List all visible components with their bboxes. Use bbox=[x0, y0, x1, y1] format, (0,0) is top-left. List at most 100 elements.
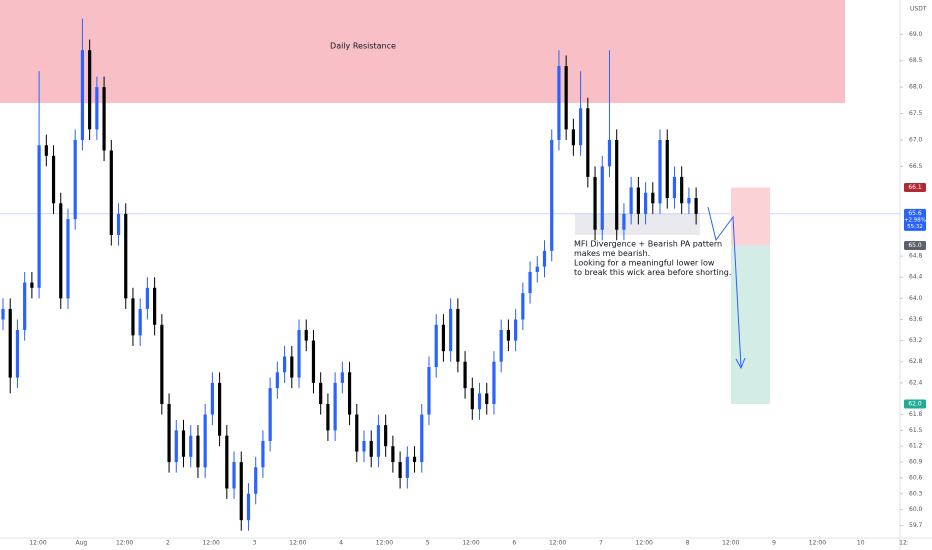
candle-body bbox=[586, 108, 590, 177]
x-tick-label: 12:00 bbox=[809, 540, 826, 547]
candle-body bbox=[514, 319, 518, 341]
x-tick-label: 12:00 bbox=[116, 540, 133, 547]
x-tick-label: 4 bbox=[339, 540, 343, 547]
candle-body bbox=[51, 155, 56, 204]
x-tick-label: 7 bbox=[599, 540, 603, 547]
candle-body bbox=[579, 108, 583, 146]
resistance-zone bbox=[0, 0, 845, 103]
price-tag bbox=[904, 182, 926, 192]
candle-body bbox=[181, 430, 186, 457]
candle-body bbox=[254, 467, 258, 494]
candle-body bbox=[1, 308, 5, 320]
candle-body bbox=[232, 462, 236, 489]
annotation: to break this wick area before shorting. bbox=[574, 268, 731, 277]
candle-body bbox=[261, 440, 265, 468]
candle-body bbox=[138, 308, 142, 336]
x-tick-label: 12:00 bbox=[636, 540, 653, 547]
candle-body bbox=[297, 330, 301, 378]
candle-body bbox=[275, 372, 279, 389]
price-tag-label: 62.0 bbox=[908, 400, 922, 407]
price-tag-label: 66.1 bbox=[908, 184, 922, 191]
candle-body bbox=[463, 361, 467, 389]
candle-body bbox=[694, 198, 698, 214]
candle-body bbox=[665, 139, 669, 199]
candle-body bbox=[405, 456, 409, 478]
candle-body bbox=[492, 361, 496, 404]
candle-body bbox=[44, 145, 48, 156]
candle-body bbox=[174, 430, 178, 463]
candle-body bbox=[225, 435, 229, 489]
candle-body bbox=[615, 139, 619, 230]
candle-body bbox=[282, 356, 287, 373]
candle-body bbox=[420, 414, 424, 463]
price-tag-label: 65.6 bbox=[908, 210, 922, 217]
candle-body bbox=[564, 66, 568, 130]
candle-body bbox=[80, 50, 85, 140]
y-tick-label: 63.6 bbox=[909, 316, 923, 323]
candle-body bbox=[311, 340, 316, 383]
zone-label: Daily Resistance bbox=[330, 42, 396, 51]
x-tick-label: 12:00 bbox=[376, 540, 393, 547]
x-tick-label: 5 bbox=[426, 540, 430, 547]
candle-body bbox=[687, 198, 691, 204]
candle-body bbox=[218, 382, 222, 436]
candle-body bbox=[535, 266, 539, 272]
candle-body bbox=[557, 66, 561, 140]
candle-body bbox=[643, 192, 648, 214]
candle-body bbox=[246, 493, 251, 521]
projection-arrow bbox=[707, 206, 746, 370]
candle-body bbox=[658, 139, 662, 204]
candle-body bbox=[680, 176, 684, 204]
y-tick-label: 61.2 bbox=[909, 443, 923, 450]
y-tick-label: 62.4 bbox=[909, 379, 923, 386]
y-tick-label: 69.0 bbox=[909, 31, 923, 38]
price-tag-label: 65.0 bbox=[908, 242, 922, 249]
candle-body bbox=[441, 324, 446, 352]
candle-body bbox=[636, 187, 640, 214]
candle-body bbox=[499, 330, 503, 362]
candle-body bbox=[376, 425, 381, 457]
y-tick-label: 67.5 bbox=[909, 110, 923, 117]
price-tag bbox=[904, 208, 926, 231]
candle-body bbox=[189, 435, 193, 457]
candle-body bbox=[167, 403, 171, 463]
candle-body bbox=[398, 462, 402, 478]
x-tick-label: 6 bbox=[512, 540, 516, 547]
candle-body bbox=[456, 308, 460, 362]
candle-body bbox=[131, 298, 135, 336]
candle-body bbox=[37, 145, 41, 288]
candle-body bbox=[30, 282, 34, 288]
x-tick-label: 12:00 bbox=[203, 540, 220, 547]
x-tick-label: 2 bbox=[166, 540, 170, 547]
x-tick-label: 10 bbox=[857, 540, 865, 547]
candle-body bbox=[369, 440, 373, 457]
x-tick-label: Aug bbox=[75, 540, 87, 547]
candle-body bbox=[550, 139, 554, 251]
price-change: +2.98% bbox=[904, 217, 926, 223]
candle-body bbox=[571, 129, 575, 146]
y-tick-label: 60.9 bbox=[909, 459, 923, 466]
candle-body bbox=[333, 382, 337, 431]
risk-zone bbox=[731, 187, 770, 246]
y-tick-label: 60.3 bbox=[909, 490, 923, 497]
price-tag bbox=[904, 241, 926, 251]
candle-body bbox=[15, 330, 20, 378]
x-tick-label: 12:00 bbox=[549, 540, 566, 547]
candle-body bbox=[153, 287, 157, 325]
x-tick-label: 12:00 bbox=[722, 540, 739, 547]
candle-body bbox=[88, 50, 92, 130]
y-tick-label: 68.5 bbox=[909, 57, 923, 64]
candle-body bbox=[326, 403, 330, 431]
candle-body bbox=[319, 382, 323, 404]
wick-area bbox=[575, 213, 700, 235]
y-tick-label: 63.2 bbox=[909, 337, 923, 344]
x-tick-label: 12: bbox=[899, 540, 909, 547]
candle-body bbox=[506, 330, 510, 341]
candle-body bbox=[23, 282, 27, 331]
candle-body bbox=[427, 367, 431, 415]
candle-body bbox=[384, 425, 388, 447]
candle-body bbox=[607, 139, 612, 167]
candle-body bbox=[528, 271, 532, 294]
currency: USDT bbox=[910, 6, 927, 13]
